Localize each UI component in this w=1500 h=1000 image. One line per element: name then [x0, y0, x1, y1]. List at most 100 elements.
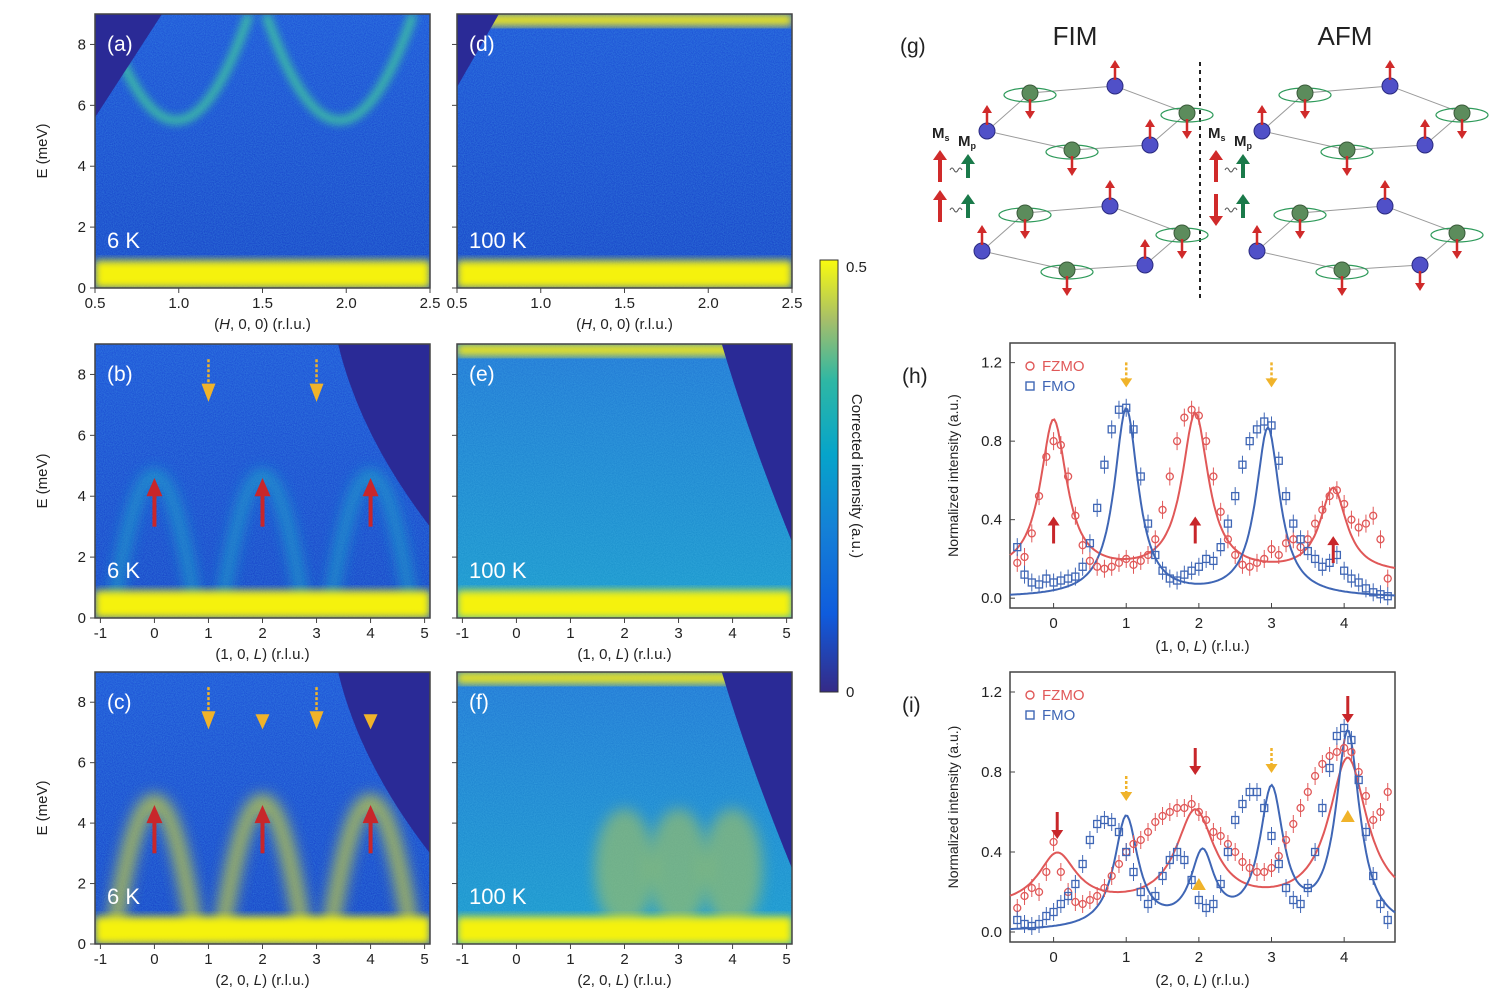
map-panel-c: -1 0 1 2 3 4 5 (2, 0, L) (r.l.u.) 0 2 4 6 8 E (meV) (c…	[34, 671, 431, 989]
y-axis-label: Normalized intensity (a.u.)	[945, 726, 961, 889]
data-point	[1071, 879, 1080, 889]
data-point	[1063, 472, 1073, 481]
data-point	[1187, 405, 1196, 414]
x-tick-label: 3	[674, 951, 682, 968]
y-tick-label: 6	[78, 97, 86, 114]
data-point	[1020, 552, 1029, 562]
panel-label-c: (c)	[107, 691, 132, 714]
temperature-label-a: 6 K	[107, 228, 140, 253]
data-point	[1332, 747, 1342, 757]
data-point	[1172, 576, 1182, 585]
legend-label: FMO	[1042, 707, 1075, 724]
data-point	[1013, 558, 1022, 568]
data-point	[1085, 895, 1095, 905]
y-tick-label: 2	[78, 876, 86, 893]
data-point	[1194, 895, 1204, 905]
data-point	[1303, 883, 1312, 893]
x-tick-label: 2	[620, 951, 628, 968]
data-point	[1201, 815, 1211, 825]
x-tick-label: 1	[1122, 949, 1130, 966]
data-point	[1238, 560, 1247, 569]
data-point	[1136, 556, 1145, 566]
data-point	[1114, 859, 1124, 869]
data-point	[1172, 436, 1182, 446]
data-point	[1260, 867, 1269, 877]
data-point	[1289, 519, 1298, 528]
temperature-label-e: 100 K	[469, 558, 527, 583]
legend-marker	[1025, 710, 1035, 720]
data-point	[1071, 511, 1080, 520]
panel-label-a: (a)	[107, 33, 133, 56]
data-point	[1281, 539, 1291, 548]
data-point	[1063, 891, 1073, 901]
green-ion	[1021, 84, 1039, 102]
y-tick-label: 0	[78, 280, 86, 297]
y-tick-label: 4	[78, 158, 86, 175]
spin-layer	[1253, 60, 1489, 176]
data-point	[1201, 436, 1211, 446]
y-tick-label: 4	[78, 815, 86, 832]
data-point	[1252, 787, 1262, 797]
data-point	[1376, 807, 1385, 817]
panel-label-b: (b)	[107, 363, 133, 386]
data-point	[1107, 562, 1116, 571]
data-point	[1049, 907, 1058, 917]
data-point	[1209, 556, 1218, 566]
data-point	[1085, 556, 1095, 566]
y-tick-label: 0	[78, 610, 86, 627]
panel-label: (h)	[902, 365, 928, 388]
blue-ion	[973, 242, 991, 260]
data-point	[1274, 456, 1283, 465]
data-point	[1151, 550, 1160, 560]
x-tick-label: 3	[1267, 615, 1275, 632]
data-point	[1056, 867, 1065, 877]
data-point	[1114, 558, 1124, 568]
data-point	[1034, 887, 1044, 897]
x-tick-label: -1	[456, 951, 469, 968]
y-axis-label: E (meV)	[34, 453, 51, 508]
data-point	[1267, 831, 1276, 841]
data-point	[1114, 827, 1124, 837]
data-point	[1340, 499, 1349, 509]
data-point	[1340, 723, 1349, 733]
x-tick-label: 0	[150, 951, 158, 968]
map-panel-a: 0.5 1.0 1.5 2.0 2.5 (H, 0, 0) (r.l.u.) 0 2 4 6 8 E …	[34, 13, 440, 333]
intensity-maps: 0.5 1.0 1.5 2.0 2.5 (H, 0, 0) (r.l.u.) 0 2 4 6 8 E …	[34, 13, 802, 989]
x-tick-label: 1	[204, 625, 212, 642]
data-point	[1165, 807, 1174, 817]
data-point	[1216, 879, 1225, 889]
y-axis-label: Normalized intensity (a.u.)	[945, 394, 961, 557]
data-point	[1027, 529, 1036, 538]
data-point	[1078, 899, 1087, 909]
map-panel-b: -1 0 1 2 3 4 5 (1, 0, L) (r.l.u.) 0 2 4 6 8 E (meV) (b…	[34, 343, 431, 663]
data-point	[1158, 566, 1167, 575]
data-point	[1310, 554, 1320, 564]
ms-label: Ms	[932, 125, 950, 143]
y-axis-label: E (meV)	[34, 780, 51, 835]
data-point	[1100, 883, 1109, 893]
x-tick-label: 2.0	[698, 295, 719, 312]
data-point	[1332, 486, 1342, 495]
colorbar-title: Corrected intensity (a.u.)	[848, 394, 865, 558]
x-tick-label: -1	[94, 951, 107, 968]
coupling-squiggle	[949, 207, 963, 213]
y-axis-label: E (meV)	[34, 123, 51, 178]
data-point	[1151, 891, 1160, 901]
coupling-squiggle	[1224, 167, 1238, 173]
data-point	[1122, 403, 1131, 412]
legend-label: FZMO	[1042, 358, 1085, 375]
x-tick-label: 0	[150, 625, 158, 642]
data-point	[1180, 413, 1189, 422]
data-point	[1223, 535, 1233, 544]
profile-plot-0: 0 1 2 3 4 0.0 0.4 0.8 1.2 (1, 0, L) (r.l.u.) Norma…	[902, 342, 1396, 655]
x-tick-label: -1	[94, 625, 107, 642]
data-point	[1034, 580, 1044, 589]
colorbar: 0.5 0 Corrected intensity (a.u.)	[819, 259, 867, 701]
y-tick-label: 2	[78, 219, 86, 236]
series-FZMO	[1013, 400, 1392, 588]
data-point	[1209, 827, 1218, 837]
green-ion	[1058, 261, 1076, 279]
data-point	[1296, 535, 1305, 544]
data-point	[1143, 519, 1153, 528]
yellow-triangle	[1340, 810, 1355, 822]
